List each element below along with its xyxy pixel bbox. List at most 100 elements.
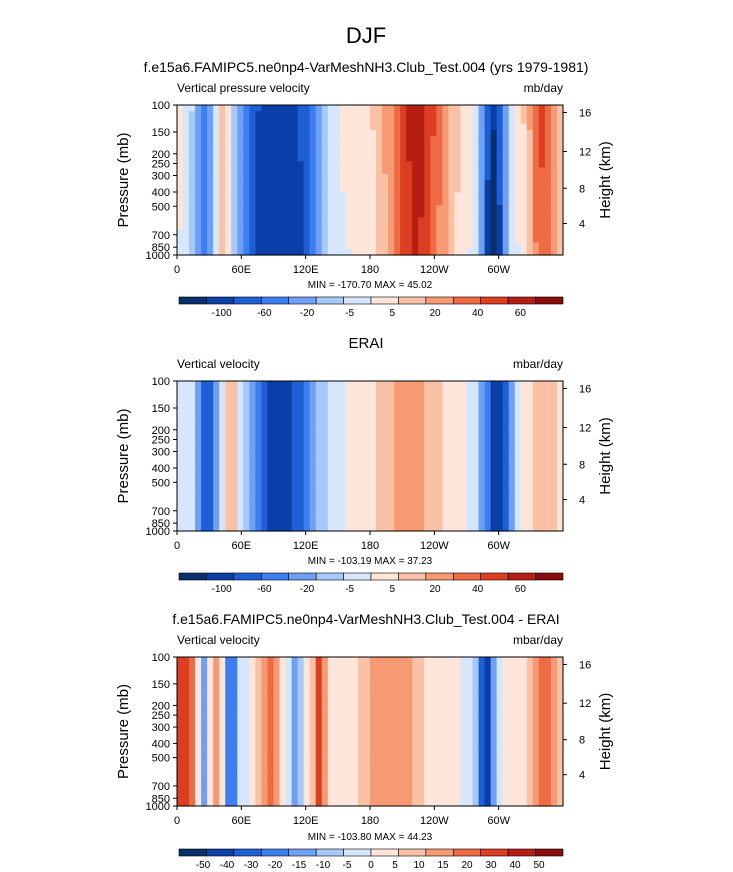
heatmap-cell — [279, 242, 287, 250]
heatmap-cell — [357, 449, 365, 457]
heatmap-cell — [466, 499, 474, 507]
colorbar-box — [425, 848, 454, 857]
heatmap-cell — [472, 136, 480, 144]
heatmap-cell — [460, 518, 468, 526]
heatmap-cell — [363, 518, 371, 526]
heatmap-cell — [406, 248, 413, 256]
heatmap-cell — [237, 657, 244, 664]
heatmap-cell — [243, 211, 250, 219]
heatmap-cell — [339, 111, 347, 119]
heatmap-cell — [201, 688, 208, 695]
heatmap-cell — [279, 781, 287, 788]
heatmap-cell — [394, 719, 401, 726]
heatmap-cell — [177, 468, 184, 476]
heatmap-cell — [321, 449, 329, 457]
heatmap-cell — [430, 663, 437, 671]
heatmap-cell — [237, 236, 244, 244]
heatmap-cell — [430, 474, 437, 482]
heatmap-cell — [177, 242, 184, 250]
heatmap-cell — [400, 431, 407, 438]
heatmap-cell — [448, 506, 456, 513]
heatmap-cell — [219, 499, 226, 507]
heatmap-cell — [472, 781, 480, 788]
heatmap-cell — [231, 142, 238, 150]
heatmap-cell — [388, 694, 395, 702]
heatmap-cell — [279, 706, 287, 714]
heatmap-cell — [436, 105, 443, 112]
heatmap-cell — [219, 418, 226, 426]
heatmap-cell — [442, 793, 450, 801]
heatmap-cell — [550, 242, 558, 250]
heatmap-cell — [273, 173, 281, 181]
heatmap-cell — [297, 381, 305, 388]
heatmap-cell — [309, 688, 317, 695]
heatmap-cell — [460, 499, 468, 507]
heatmap-cell — [327, 781, 335, 788]
heatmap-cell — [195, 688, 202, 695]
heatmap-cell — [484, 192, 492, 200]
heatmap-cell — [388, 205, 395, 212]
heatmap-cell — [424, 148, 431, 156]
heatmap-cell — [213, 487, 220, 495]
heatmap-cell — [544, 731, 552, 739]
heatmap-cell — [327, 173, 335, 181]
heatmap-cell — [333, 669, 341, 677]
heatmap-cell — [219, 481, 226, 488]
heatmap-cell — [412, 731, 419, 739]
heatmap-cell — [291, 456, 299, 463]
heatmap-cell — [333, 123, 341, 131]
heatmap-cell — [370, 688, 377, 695]
heatmap-cell — [321, 393, 329, 401]
heatmap-cell — [303, 688, 311, 695]
heatmap-cell — [376, 148, 383, 156]
heatmap-cell — [351, 706, 359, 714]
heatmap-cell — [225, 681, 232, 689]
heatmap-cell — [400, 211, 407, 219]
heatmap-cell — [273, 524, 281, 532]
heatmap-cell — [315, 105, 323, 112]
heatmap-cell — [339, 217, 347, 225]
heatmap-cell — [400, 387, 407, 395]
heatmap-cell — [177, 381, 184, 388]
heatmap-cell — [466, 774, 474, 782]
heatmap-cell — [442, 105, 450, 112]
heatmap-cell — [195, 431, 202, 438]
heatmap-cell — [351, 468, 359, 476]
heatmap-cell — [261, 731, 269, 739]
heatmap-cell — [201, 387, 208, 395]
heatmap-cell — [370, 774, 377, 782]
heatmap-cell — [400, 381, 407, 388]
heatmap-cell — [538, 518, 546, 526]
heatmap-cell — [249, 474, 257, 482]
heatmap-cell — [400, 393, 407, 401]
heatmap-cell — [243, 743, 250, 751]
heatmap-cell — [508, 512, 516, 520]
heatmap-cell — [520, 198, 528, 206]
heatmap-cell — [183, 111, 190, 119]
heatmap-cell — [442, 148, 450, 156]
heatmap-cell — [315, 524, 323, 532]
heatmap-cell — [430, 136, 437, 144]
heatmap-cell — [418, 725, 425, 733]
heatmap-cell — [279, 180, 287, 187]
heatmap-cell — [207, 725, 214, 733]
heatmap-cell — [502, 719, 510, 726]
heatmap-cell — [430, 681, 437, 689]
heatmap-cell — [189, 443, 196, 451]
heatmap-cell — [309, 468, 317, 476]
heatmap-cell — [514, 474, 522, 482]
heatmap-cell — [231, 793, 238, 801]
heatmap-cell — [279, 657, 287, 664]
heatmap-cell — [225, 799, 232, 807]
heatmap-cell — [556, 186, 564, 194]
heatmap-cell — [297, 675, 305, 683]
heatmap-cell — [550, 123, 558, 131]
heatmap-cell — [279, 462, 287, 470]
heatmap-cell — [231, 750, 238, 757]
heatmap-cell — [520, 223, 528, 231]
heatmap-cell — [370, 418, 377, 426]
heatmap-cell — [249, 437, 257, 445]
colorbar-box — [233, 296, 262, 305]
heatmap-cell — [556, 205, 564, 212]
heatmap-cell — [315, 737, 323, 745]
